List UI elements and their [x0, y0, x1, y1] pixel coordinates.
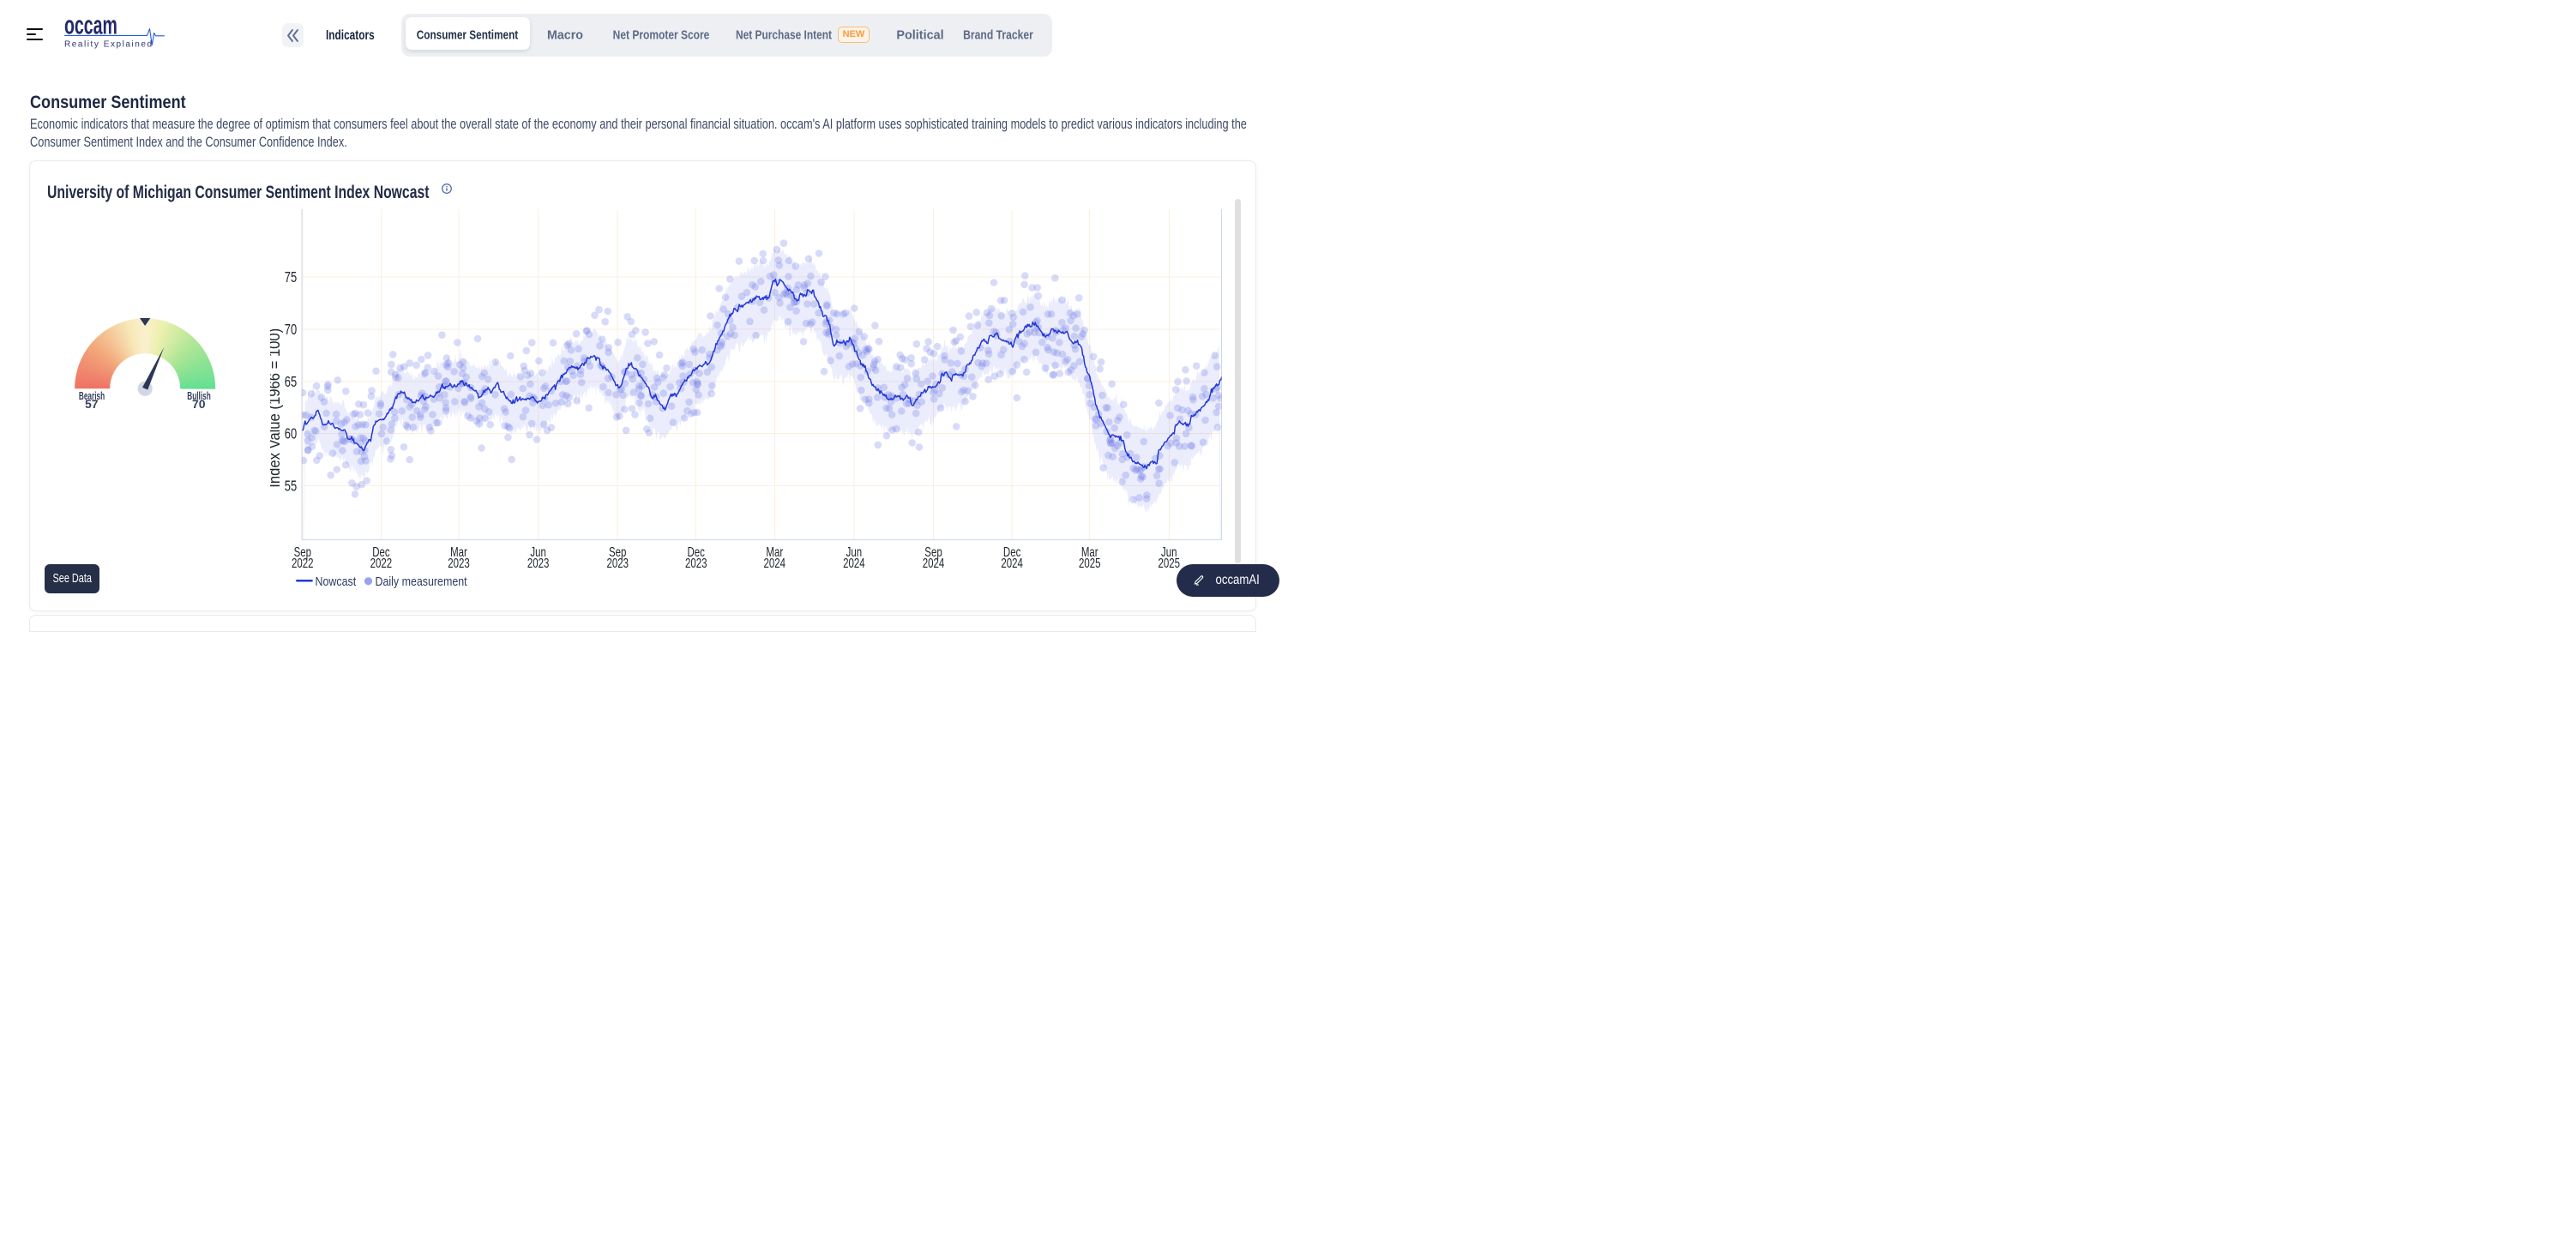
- svg-text:Dec: Dec: [372, 544, 390, 559]
- svg-text:2024: 2024: [764, 556, 786, 570]
- svg-text:2025: 2025: [1159, 556, 1181, 570]
- svg-text:2023: 2023: [527, 556, 549, 570]
- svg-text:60: 60: [285, 426, 297, 442]
- svg-text:Dec: Dec: [688, 544, 706, 559]
- svg-text:2022: 2022: [292, 556, 313, 570]
- svg-text:Mar: Mar: [766, 544, 783, 559]
- svg-text:Nowcast: Nowcast: [316, 574, 357, 588]
- svg-text:55: 55: [285, 478, 297, 495]
- svg-text:Index Value (1966 = 100): Index Value (1966 = 100): [270, 328, 283, 488]
- svg-text:65: 65: [285, 374, 297, 390]
- svg-text:Mar: Mar: [1081, 544, 1098, 559]
- svg-text:Sep: Sep: [609, 544, 626, 559]
- svg-text:Jun: Jun: [846, 544, 862, 559]
- svg-text:Sep: Sep: [924, 544, 942, 559]
- svg-text:Reality Explained: Reality Explained: [64, 40, 153, 50]
- svg-text:Jun: Jun: [1161, 544, 1177, 559]
- svg-text:2024: 2024: [923, 556, 945, 570]
- svg-text:75: 75: [285, 269, 297, 286]
- svg-text:2024: 2024: [1001, 556, 1023, 570]
- svg-text:70: 70: [285, 322, 297, 338]
- svg-text:2023: 2023: [606, 556, 628, 570]
- svg-text:2024: 2024: [843, 556, 865, 570]
- svg-text:2022: 2022: [370, 556, 392, 570]
- svg-text:2023: 2023: [448, 556, 470, 570]
- svg-text:Jun: Jun: [530, 544, 545, 559]
- svg-text:Sep: Sep: [294, 544, 311, 559]
- svg-text:2025: 2025: [1079, 556, 1100, 570]
- svg-text:2023: 2023: [685, 556, 707, 570]
- svg-text:Daily measurement: Daily measurement: [376, 574, 467, 588]
- svg-text:Mar: Mar: [450, 544, 467, 559]
- svg-text:Dec: Dec: [1003, 544, 1021, 559]
